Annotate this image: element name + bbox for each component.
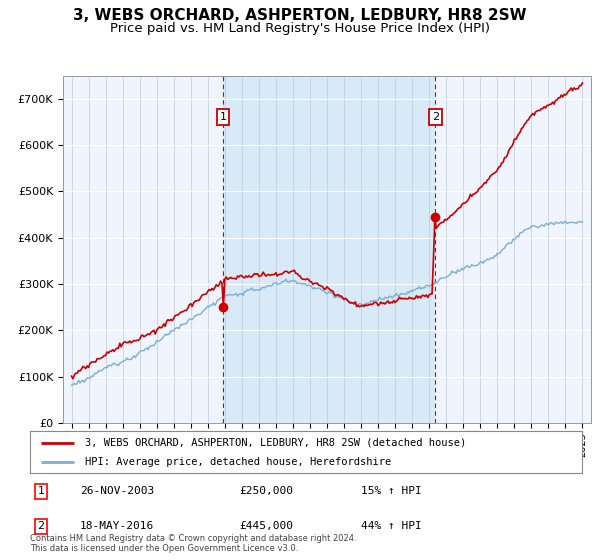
Text: £250,000: £250,000 <box>240 487 294 496</box>
Text: 15% ↑ HPI: 15% ↑ HPI <box>361 487 422 496</box>
Text: Contains HM Land Registry data © Crown copyright and database right 2024.
This d: Contains HM Land Registry data © Crown c… <box>30 534 356 553</box>
Text: 26-NOV-2003: 26-NOV-2003 <box>80 487 154 496</box>
Text: 2: 2 <box>432 112 439 122</box>
Text: 1: 1 <box>220 112 227 122</box>
Text: 3, WEBS ORCHARD, ASHPERTON, LEDBURY, HR8 2SW: 3, WEBS ORCHARD, ASHPERTON, LEDBURY, HR8… <box>73 8 527 24</box>
Bar <box>223 76 436 423</box>
Text: 1: 1 <box>38 487 44 496</box>
Bar <box>223 76 436 423</box>
Text: HPI: Average price, detached house, Herefordshire: HPI: Average price, detached house, Here… <box>85 457 391 467</box>
Text: £445,000: £445,000 <box>240 521 294 531</box>
Text: 18-MAY-2016: 18-MAY-2016 <box>80 521 154 531</box>
Text: 3, WEBS ORCHARD, ASHPERTON, LEDBURY, HR8 2SW (detached house): 3, WEBS ORCHARD, ASHPERTON, LEDBURY, HR8… <box>85 437 466 447</box>
Text: Price paid vs. HM Land Registry's House Price Index (HPI): Price paid vs. HM Land Registry's House … <box>110 22 490 35</box>
Text: 2: 2 <box>37 521 44 531</box>
Text: 44% ↑ HPI: 44% ↑ HPI <box>361 521 422 531</box>
